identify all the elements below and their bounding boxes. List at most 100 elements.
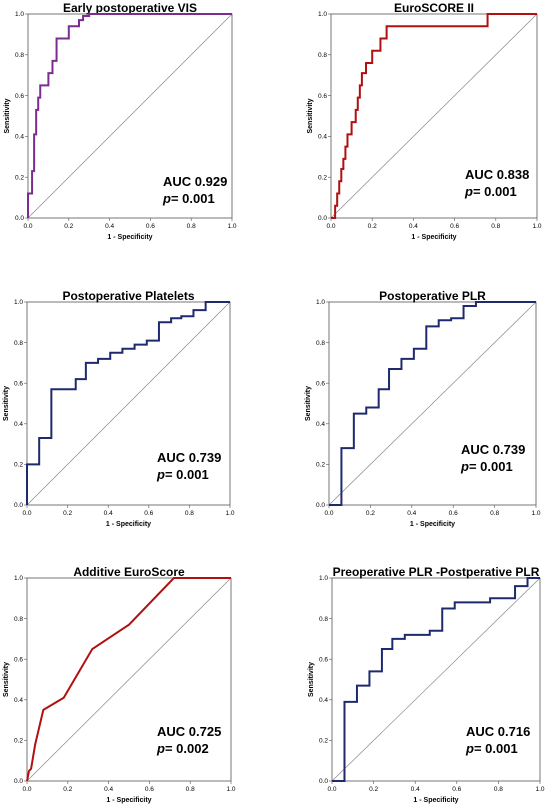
y-tick-label: 1.0 — [14, 575, 23, 582]
plot-frame — [328, 301, 537, 506]
p-symbol: p — [156, 741, 165, 756]
x-tick-label: 1.0 — [531, 510, 540, 517]
roc-curve — [329, 301, 536, 506]
y-tick-label: 0.4 — [15, 134, 24, 141]
p-symbol: p — [460, 459, 469, 474]
roc-panel: 0.0 0.2 0.4 0.6 0.8 1.0 0.0 0.2 0.4 0.6 0.8 1.0 Euro… — [307, 1, 542, 241]
x-tick-label: 0.0 — [324, 510, 333, 517]
p-symbol: p — [156, 467, 165, 482]
x-tick-label: 0.2 — [63, 510, 72, 517]
reference-diagonal — [330, 13, 538, 219]
x-tick-label: 0.8 — [491, 223, 500, 230]
p-symbol: p — [464, 184, 473, 199]
y-tick-label: 0.6 — [319, 656, 328, 663]
x-tick-label: 0.2 — [64, 223, 73, 230]
y-axis-label: Sensitivity — [307, 98, 314, 133]
y-tick-label: 0.6 — [316, 380, 325, 387]
y-tick-label: 1.0 — [15, 11, 24, 18]
chart-title: Preoperative PLR -Postperative PLR — [333, 565, 540, 579]
p-value-label: p= 0.002 — [156, 741, 209, 756]
y-tick-label: 0.0 — [14, 502, 23, 509]
y-tick-label: 0.4 — [318, 134, 327, 141]
x-tick-label: 0.8 — [494, 786, 503, 793]
y-tick-label: 0.2 — [15, 174, 24, 181]
y-tick-label: 0.8 — [318, 52, 327, 59]
y-tick-label: 0.4 — [14, 421, 23, 428]
x-tick-label: 1.0 — [225, 510, 234, 517]
x-tick-label: 0.6 — [144, 510, 153, 517]
x-tick-label: 1.0 — [227, 223, 236, 230]
auc-label: AUC 0.739 — [157, 450, 221, 465]
y-tick-label: 0.0 — [319, 778, 328, 785]
y-tick-label: 0.2 — [316, 462, 325, 469]
x-tick-label: 0.6 — [452, 786, 461, 793]
y-tick-label: 0.0 — [15, 215, 24, 222]
y-tick-label: 0.2 — [14, 738, 23, 745]
roc-panel: 0.0 0.2 0.4 0.6 0.8 1.0 0.0 0.2 0.4 0.6 0.8 1.0 Post… — [3, 289, 235, 528]
x-tick-label: 0.6 — [449, 510, 458, 517]
y-tick-label: 0.2 — [14, 462, 23, 469]
roc-curve — [26, 301, 230, 505]
x-axis-label: 1 - Specificity — [106, 797, 151, 804]
y-tick-label: 1.0 — [14, 299, 23, 306]
p-value: = 0.001 — [171, 191, 215, 206]
y-tick-label: 1.0 — [319, 575, 328, 582]
y-tick-label: 0.6 — [318, 93, 327, 100]
x-tick-label: 0.2 — [366, 510, 375, 517]
y-axis-label: Sensitivity — [308, 662, 315, 697]
y-tick-label: 0.8 — [319, 616, 328, 623]
y-tick-label: 0.4 — [14, 697, 23, 704]
plot-frame — [26, 577, 232, 782]
x-tick-label: 1.0 — [532, 223, 541, 230]
x-tick-label: 0.2 — [368, 223, 377, 230]
y-tick-label: 0.8 — [15, 52, 24, 59]
y-tick-label: 0.0 — [318, 215, 327, 222]
y-tick-label: 0.0 — [14, 778, 23, 785]
chart-title: Additive EuroScore — [73, 565, 185, 579]
reference-diagonal — [27, 13, 233, 219]
roc-panel: 0.0 0.2 0.4 0.6 0.8 1.0 0.0 0.2 0.4 0.6 0.8 1.0 Addi… — [3, 565, 236, 804]
x-tick-label: 0.4 — [407, 510, 416, 517]
y-tick-label: 0.4 — [316, 421, 325, 428]
x-tick-label: 0.2 — [369, 786, 378, 793]
x-tick-label: 0.0 — [23, 223, 32, 230]
plot-frame — [331, 577, 541, 782]
reference-diagonal — [328, 301, 537, 506]
x-axis-label: 1 - Specificity — [107, 234, 152, 241]
y-axis-label: Sensitivity — [305, 386, 312, 421]
p-value-label: p= 0.001 — [162, 191, 215, 206]
chart-title: Postoperative PLR — [379, 289, 486, 303]
y-tick-label: 0.4 — [319, 697, 328, 704]
x-tick-label: 0.8 — [186, 786, 195, 793]
y-tick-label: 0.6 — [14, 380, 23, 387]
y-tick-label: 0.6 — [14, 656, 23, 663]
x-axis-label: 1 - Specificity — [413, 797, 458, 804]
x-tick-label: 1.0 — [535, 786, 544, 793]
roc-panel: 0.0 0.2 0.4 0.6 0.8 1.0 0.0 0.2 0.4 0.6 0.8 1.0 Preo… — [308, 565, 545, 804]
x-tick-label: 0.0 — [22, 510, 31, 517]
auc-label: AUC 0.739 — [461, 442, 525, 457]
p-value-label: p= 0.001 — [460, 459, 513, 474]
y-tick-label: 0.8 — [14, 340, 23, 347]
reference-diagonal — [331, 577, 541, 782]
roc-panel: 0.0 0.2 0.4 0.6 0.8 1.0 0.0 0.2 0.4 0.6 0.8 1.0 Earl… — [4, 1, 237, 241]
x-axis-label: 1 - Specificity — [106, 521, 151, 528]
p-value: = 0.002 — [165, 741, 209, 756]
roc-curve — [27, 13, 232, 218]
reference-diagonal — [26, 301, 231, 506]
y-tick-label: 1.0 — [316, 299, 325, 306]
p-value: = 0.001 — [474, 741, 518, 756]
auc-label: AUC 0.929 — [163, 174, 227, 189]
y-tick-label: 0.6 — [15, 93, 24, 100]
x-tick-label: 0.6 — [146, 223, 155, 230]
auc-label: AUC 0.725 — [157, 724, 221, 739]
x-tick-label: 0.8 — [490, 510, 499, 517]
x-tick-label: 0.6 — [450, 223, 459, 230]
x-tick-label: 0.0 — [326, 223, 335, 230]
roc-curve — [332, 577, 540, 782]
p-value: = 0.001 — [473, 184, 517, 199]
x-tick-label: 0.0 — [327, 786, 336, 793]
x-tick-label: 0.4 — [411, 786, 420, 793]
y-tick-label: 0.2 — [319, 738, 328, 745]
